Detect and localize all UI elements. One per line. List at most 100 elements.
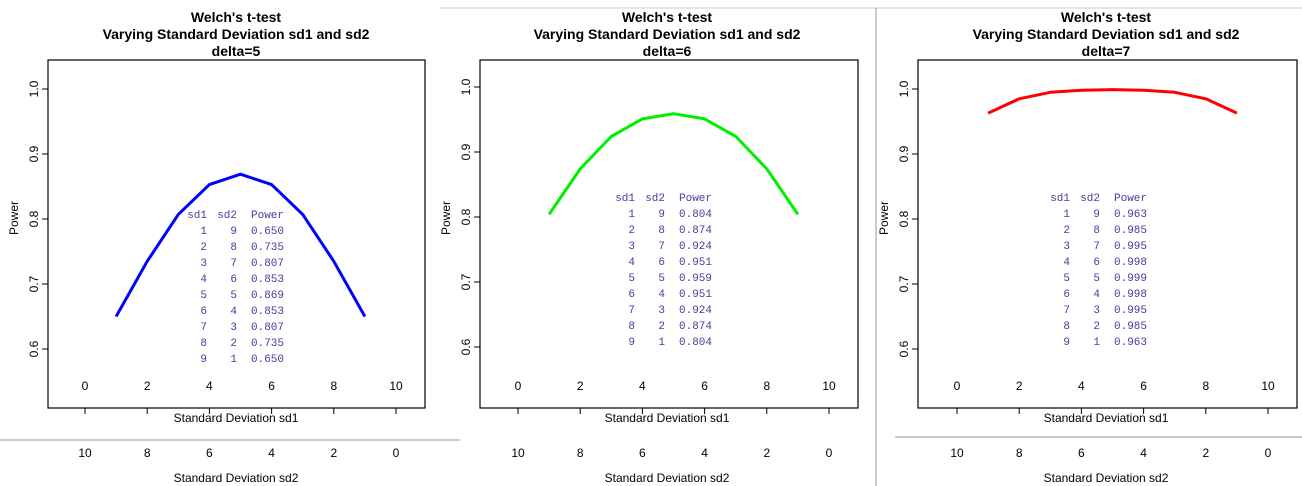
table-cell-sd1: 9 [200, 354, 207, 366]
table-cell-sd2: 1 [230, 354, 237, 366]
table-cell-sd2: 9 [230, 226, 237, 238]
x2-axis-label: Standard Deviation sd2 [1044, 471, 1169, 485]
table-cell-sd2: 3 [1093, 305, 1100, 317]
table-cell-power: 0.959 [679, 273, 712, 285]
table-header-sd1: sd1 [187, 210, 207, 222]
table-cell-power: 0.804 [679, 337, 712, 349]
table-cell-sd2: 6 [1093, 257, 1100, 269]
table-cell-sd1: 7 [628, 305, 635, 317]
table-cell-sd2: 4 [658, 289, 665, 301]
x-tick-label: 2 [144, 379, 151, 393]
table-cell-sd1: 6 [628, 289, 635, 301]
table-header-sd2: sd2 [645, 193, 665, 205]
table-cell-sd2: 5 [1093, 273, 1100, 285]
table-cell-power: 0.963 [1114, 337, 1147, 349]
table-cell-sd1: 6 [1063, 289, 1070, 301]
x2-tick-label: 10 [511, 446, 525, 460]
y-tick-label: 0.7 [27, 275, 41, 292]
x2-tick-label: 2 [763, 446, 770, 460]
table-cell-sd1: 2 [200, 242, 207, 254]
table-cell-sd2: 2 [230, 338, 237, 350]
chart-title-line-1: Welch's t-test [622, 9, 713, 25]
table-cell-sd1: 3 [200, 258, 207, 270]
table-cell-sd2: 9 [1093, 209, 1100, 221]
table-cell-sd1: 7 [1063, 305, 1070, 317]
table-cell-sd1: 2 [628, 225, 635, 237]
x-tick-label: 2 [1016, 379, 1023, 393]
x-tick-label: 10 [1261, 379, 1275, 393]
y-tick-label: 0.9 [897, 145, 911, 162]
table-cell-sd1: 5 [200, 290, 207, 302]
x2-tick-label: 6 [1078, 446, 1085, 460]
x-tick-label: 8 [1202, 379, 1209, 393]
table-cell-power: 0.985 [1114, 225, 1147, 237]
table-cell-sd1: 2 [1063, 225, 1070, 237]
x-tick-label: 0 [82, 379, 89, 393]
y-tick-label: 0.8 [27, 210, 41, 227]
x2-tick-label: 8 [1016, 446, 1023, 460]
x-tick-label: 0 [954, 379, 961, 393]
table-cell-sd1: 5 [1063, 273, 1070, 285]
x-axis-label: Standard Deviation sd1 [605, 411, 730, 425]
power-series-line [114, 172, 367, 318]
y-tick-label: 1.0 [27, 80, 41, 97]
x-tick-label: 4 [1078, 379, 1085, 393]
table-cell-power: 0.995 [1114, 241, 1147, 253]
table-cell-sd2: 2 [1093, 321, 1100, 333]
table-cell-sd1: 5 [628, 273, 635, 285]
table-cell-sd2: 4 [230, 306, 237, 318]
table-cell-power: 0.874 [679, 321, 712, 333]
chart-title-line-2: Varying Standard Deviation sd1 and sd2 [534, 26, 801, 42]
x2-axis-label: Standard Deviation sd2 [174, 471, 299, 485]
table-cell-power: 0.995 [1114, 305, 1147, 317]
table-cell-power: 0.999 [1114, 273, 1147, 285]
y-tick-label: 1.0 [459, 78, 473, 95]
table-cell-sd1: 6 [200, 306, 207, 318]
table-cell-power: 0.874 [679, 225, 712, 237]
table-cell-sd2: 7 [658, 241, 665, 253]
chart-title-line-3: delta=5 [212, 43, 261, 59]
table-cell-sd2: 6 [230, 274, 237, 286]
table-cell-sd1: 4 [628, 257, 635, 269]
x-tick-label: 8 [763, 379, 770, 393]
table-cell-sd1: 8 [628, 321, 635, 333]
x2-tick-label: 6 [206, 446, 213, 460]
table-cell-sd2: 8 [658, 225, 665, 237]
table-cell-power: 0.853 [251, 274, 284, 286]
y-tick-label: 0.7 [459, 273, 473, 290]
table-cell-power: 0.951 [679, 257, 712, 269]
chart-title-line-2: Varying Standard Deviation sd1 and sd2 [973, 26, 1240, 42]
chart-title-line-3: delta=6 [643, 43, 692, 59]
y-tick-label: 0.8 [459, 208, 473, 225]
x2-tick-label: 10 [78, 446, 92, 460]
table-cell-power: 0.804 [679, 209, 712, 221]
table-cell-sd2: 5 [658, 273, 665, 285]
chart-title-line-2: Varying Standard Deviation sd1 and sd2 [103, 26, 370, 42]
table-cell-sd1: 9 [1063, 337, 1070, 349]
table-cell-sd2: 8 [230, 242, 237, 254]
x-tick-label: 2 [577, 379, 584, 393]
table-cell-power: 0.735 [251, 242, 284, 254]
table-cell-power: 0.998 [1114, 257, 1147, 269]
table-cell-sd1: 8 [1063, 321, 1070, 333]
table-cell-sd2: 7 [1093, 241, 1100, 253]
power-table: sd1 sd2 Power 1 9 0.963 2 8 0.985 3 7 0.995 4 6 0.998 5… [1050, 193, 1147, 349]
table-cell-sd1: 7 [200, 322, 207, 334]
x2-tick-label: 4 [701, 446, 708, 460]
power-series-line [987, 88, 1238, 115]
x2-tick-label: 10 [950, 446, 964, 460]
table-cell-power: 0.650 [251, 354, 284, 366]
chart-title-line-1: Welch's t-test [191, 9, 282, 25]
table-cell-sd2: 6 [658, 257, 665, 269]
table-header-sd2: sd2 [1080, 193, 1100, 205]
x-tick-label: 10 [389, 379, 403, 393]
table-cell-sd1: 1 [628, 209, 635, 221]
y-tick-label: 0.8 [897, 210, 911, 227]
table-cell-sd2: 5 [230, 290, 237, 302]
table-header-power: Power [679, 193, 712, 205]
table-header-sd2: sd2 [217, 210, 237, 222]
table-header-power: Power [251, 210, 284, 222]
x-tick-label: 4 [639, 379, 646, 393]
